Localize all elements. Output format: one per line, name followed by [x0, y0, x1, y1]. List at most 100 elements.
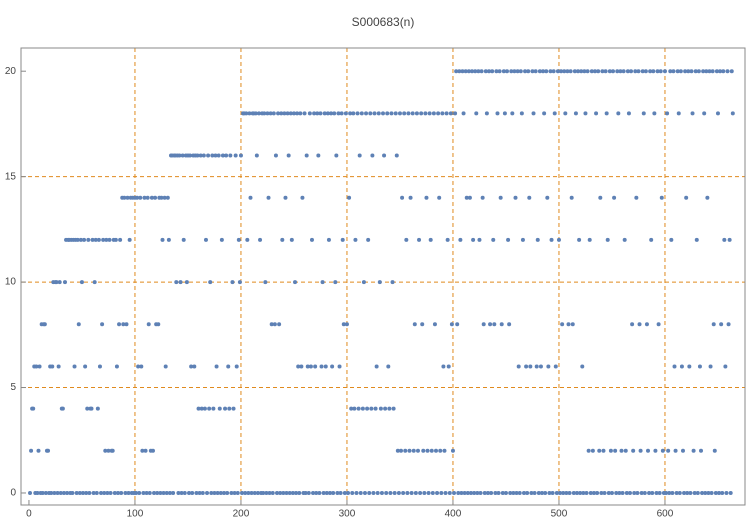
point — [82, 237, 87, 242]
point — [729, 69, 734, 74]
point — [408, 195, 413, 200]
point — [568, 69, 573, 74]
point — [429, 448, 434, 453]
x-tick-label: 0 — [26, 509, 32, 520]
point — [548, 69, 553, 74]
point — [644, 322, 649, 327]
point — [210, 153, 215, 158]
point — [406, 111, 411, 116]
point — [646, 448, 651, 453]
point — [703, 490, 708, 495]
point — [261, 490, 266, 495]
point — [70, 490, 75, 495]
point — [422, 490, 427, 495]
point — [49, 490, 54, 495]
point — [142, 195, 147, 200]
point — [386, 364, 391, 369]
point — [144, 490, 149, 495]
point — [445, 237, 450, 242]
point — [449, 322, 454, 327]
point — [167, 490, 172, 495]
point — [338, 490, 343, 495]
point — [165, 195, 170, 200]
point — [353, 237, 358, 242]
point — [456, 490, 461, 495]
point — [719, 322, 724, 327]
point — [339, 111, 344, 116]
point — [40, 490, 45, 495]
point — [357, 153, 362, 158]
point — [632, 490, 637, 495]
point — [28, 490, 33, 495]
point — [385, 111, 390, 116]
point — [215, 490, 220, 495]
point — [93, 237, 98, 242]
point — [492, 322, 497, 327]
point — [404, 237, 409, 242]
point — [667, 490, 672, 495]
point — [362, 490, 367, 495]
point — [483, 69, 488, 74]
point — [91, 490, 96, 495]
point — [158, 490, 163, 495]
point — [727, 237, 732, 242]
point — [717, 490, 722, 495]
point — [699, 448, 704, 453]
point — [135, 195, 140, 200]
point — [424, 195, 429, 200]
point — [166, 237, 171, 242]
point — [635, 490, 640, 495]
point — [535, 237, 540, 242]
point — [409, 490, 414, 495]
point — [526, 69, 531, 74]
point — [213, 153, 218, 158]
point — [296, 364, 301, 369]
point — [686, 69, 691, 74]
point — [693, 69, 698, 74]
point — [723, 364, 728, 369]
point — [87, 490, 92, 495]
point — [441, 364, 446, 369]
point — [243, 490, 248, 495]
point — [318, 111, 323, 116]
point — [464, 195, 469, 200]
point — [393, 111, 398, 116]
point — [97, 364, 102, 369]
point — [545, 195, 550, 200]
point — [35, 490, 40, 495]
point — [519, 111, 524, 116]
point — [192, 364, 197, 369]
point — [517, 490, 522, 495]
point — [365, 406, 370, 411]
point — [331, 490, 336, 495]
point — [265, 111, 270, 116]
point — [497, 69, 502, 74]
point — [578, 490, 583, 495]
point — [491, 237, 496, 242]
point — [330, 364, 335, 369]
point — [447, 490, 452, 495]
point — [321, 490, 326, 495]
point — [209, 490, 214, 495]
point — [501, 69, 506, 74]
point — [421, 448, 426, 453]
point — [714, 69, 719, 74]
point — [656, 322, 661, 327]
point — [127, 237, 132, 242]
point — [248, 195, 253, 200]
point — [85, 406, 90, 411]
point — [665, 111, 670, 116]
point — [502, 111, 507, 116]
point — [559, 69, 564, 74]
point — [149, 195, 154, 200]
point — [512, 69, 517, 74]
point — [283, 195, 288, 200]
point — [126, 490, 131, 495]
point — [481, 322, 486, 327]
point — [56, 364, 61, 369]
point — [395, 448, 400, 453]
point — [29, 448, 34, 453]
point — [122, 195, 127, 200]
point — [164, 490, 169, 495]
point — [326, 237, 331, 242]
